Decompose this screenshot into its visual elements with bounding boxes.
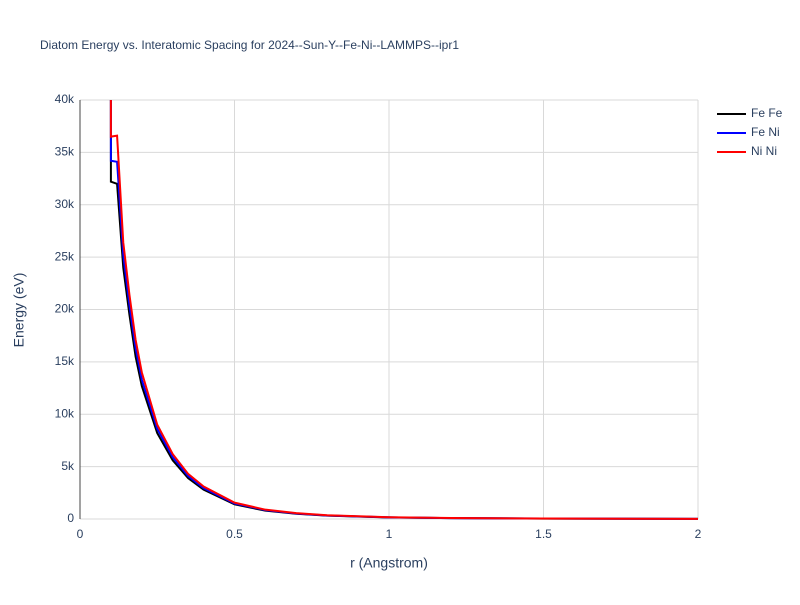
legend-label: Fe Ni [751,125,780,139]
x-tick-label: 2 [695,527,702,541]
y-tick-label: 35k [55,145,75,159]
y-axis-title: Energy (eV) [11,273,27,348]
x-tick-label: 0.5 [226,527,243,541]
x-axis-title: r (Angstrom) [350,555,428,571]
x-tick-label: 0 [77,527,84,541]
y-tick-label: 40k [55,92,75,106]
y-tick-label: 30k [55,197,75,211]
y-tick-label: 25k [55,249,75,263]
legend-label: Fe Fe [751,106,783,120]
y-tick-label: 15k [55,354,75,368]
legend-label: Ni Ni [751,144,777,158]
y-tick-label: 0 [67,511,74,525]
line-series [109,100,698,520]
plot-area [109,100,698,520]
y-tick-label: 10k [55,406,75,420]
x-tick-label: 1 [386,527,393,541]
chart-title: Diatom Energy vs. Interatomic Spacing fo… [40,38,459,52]
y-tick-label: 5k [61,459,75,473]
y-tick-label: 20k [55,302,75,316]
x-tick-label: 1.5 [535,527,552,541]
